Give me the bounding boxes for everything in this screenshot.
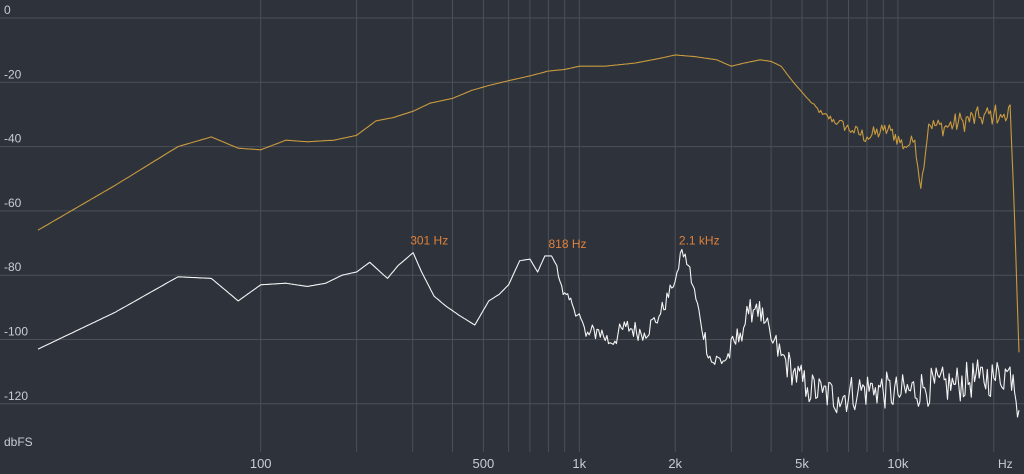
- x-tick-label: 1k: [572, 456, 586, 471]
- x-tick-label: 2k: [668, 456, 682, 471]
- x-tick-labels: 100 500 1k 2k 5k 10k: [250, 456, 909, 471]
- y-tick-label: -100: [4, 325, 28, 339]
- peak-label: 818 Hz: [549, 237, 587, 251]
- y-tick-labels: 0 -20 -40 -60 -80 -100 -120: [4, 3, 28, 403]
- y-tick-label: -60: [4, 196, 22, 210]
- peak-label: 301 Hz: [410, 234, 448, 248]
- y-tick-label: -40: [4, 132, 22, 146]
- x-tick-label: 100: [250, 456, 272, 471]
- x-tick-label: 5k: [795, 456, 809, 471]
- x-tick-label: 500: [473, 456, 495, 471]
- y-gridlines: [0, 17, 1024, 405]
- x-tick-label: 10k: [887, 456, 908, 471]
- y-tick-label: 0: [4, 3, 11, 17]
- y-axis-unit-label: dbFS: [4, 435, 33, 449]
- series-line-2: [37, 248, 1020, 418]
- y-tick-label: -80: [4, 260, 22, 274]
- peak-label: 2.1 kHz: [679, 234, 720, 248]
- y-tick-label: -20: [4, 67, 22, 81]
- series-line-1: [37, 54, 1020, 353]
- x-axis-unit-label: Hz: [998, 457, 1013, 471]
- peak-annotations: 301 Hz 818 Hz 2.1 kHz: [410, 234, 719, 251]
- series-layer: [37, 54, 1020, 418]
- y-tick-label: -120: [4, 389, 28, 403]
